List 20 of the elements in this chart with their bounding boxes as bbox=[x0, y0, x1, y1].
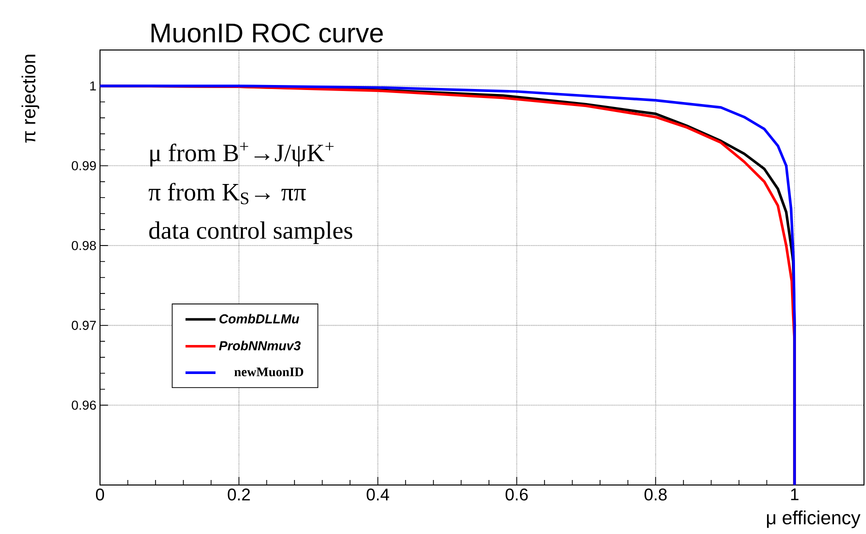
y-tick-label: 0.99 bbox=[72, 161, 96, 170]
annotation: data control samples bbox=[149, 221, 352, 244]
legend-label: newMuonID bbox=[234, 368, 304, 376]
y-tick-label: 1 bbox=[90, 81, 96, 90]
chart-title: MuonID ROC curve bbox=[152, 23, 383, 42]
y-tick-label: 0.98 bbox=[72, 240, 96, 250]
annotation: μ from B$^{+}$→J/ψK$^{+}$ bbox=[150, 142, 334, 166]
x-tick-label: 0.2 bbox=[228, 488, 250, 501]
x-tick-label: 0 bbox=[96, 488, 104, 501]
legend-label: ProbNNmuv3 bbox=[219, 340, 301, 350]
x-tick-label: 0.8 bbox=[644, 488, 667, 501]
x-tick-label: 0.4 bbox=[366, 488, 390, 501]
x-tick-label: 0.6 bbox=[506, 488, 528, 501]
y-axis-title: π rejection bbox=[22, 54, 40, 143]
legend-label: CombDLLMu bbox=[219, 314, 300, 324]
annotation: π from K$_{S}$→ ππ bbox=[148, 182, 306, 204]
y-tick-label: 0.96 bbox=[72, 400, 96, 410]
y-tick-label: 0.97 bbox=[72, 320, 96, 330]
x-axis-title: μ efficiency bbox=[767, 510, 860, 528]
x-tick-label: 1 bbox=[791, 488, 798, 500]
